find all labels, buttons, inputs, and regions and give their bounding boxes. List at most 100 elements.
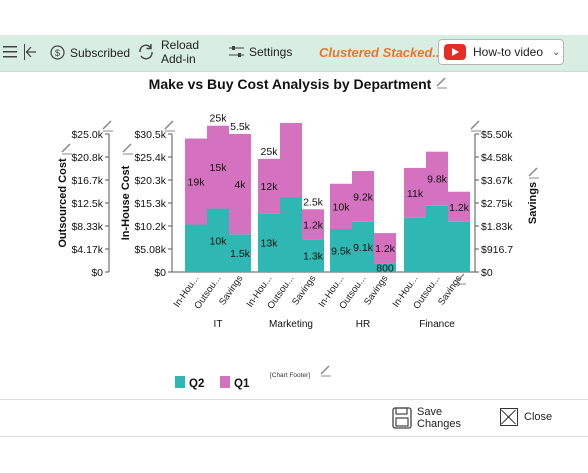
- bar-q1: [330, 183, 352, 230]
- outsourced-tick-label: $20.8k: [71, 152, 103, 164]
- bar-q1: [448, 191, 470, 222]
- data-label-q1: 4k: [234, 179, 246, 191]
- legend-swatch: [220, 376, 230, 388]
- chart-title: Make vs Buy Cost Analysis by Department: [149, 76, 432, 92]
- settings-sliders-icon: [229, 46, 244, 57]
- edit-inhouse-title-icon[interactable]: [122, 143, 132, 153]
- dollar-circle-icon: $: [50, 45, 65, 60]
- group-label: HR: [356, 319, 370, 330]
- close-button[interactable]: Close: [500, 408, 552, 426]
- savings-tick-label: $1.83k: [481, 221, 513, 233]
- data-label-q1: 1.2k: [303, 219, 324, 231]
- edit-x-axis-icon[interactable]: [455, 273, 465, 283]
- outsourced-tick-label: $0: [91, 267, 103, 279]
- data-label-q2: 800: [376, 263, 394, 275]
- back-arrow-icon[interactable]: [24, 44, 38, 60]
- edit-outsourced-title-icon[interactable]: [61, 143, 71, 153]
- data-label-q2: 9.1k: [353, 242, 374, 254]
- data-label-q1: 15k: [210, 162, 228, 174]
- outsourced-tick-label: $4.17k: [71, 244, 103, 256]
- edit-inhouse-axis-icon[interactable]: [164, 120, 174, 130]
- bar-q2: [374, 263, 396, 272]
- reload-label: Reload: [161, 38, 200, 52]
- bar-q1: [302, 209, 324, 240]
- toolbar: $ Subscribed Reload Add-in Settings Clus…: [0, 35, 588, 72]
- chart-type-name: Clustered Stacked...: [319, 45, 444, 60]
- data-label-q1: 12k: [261, 181, 279, 193]
- legend-swatch: [175, 376, 185, 388]
- bar-q2: [330, 229, 352, 272]
- bar-q1: [374, 233, 396, 264]
- save-changes-button[interactable]: Save Changes: [392, 406, 461, 430]
- savings-tick-label: $3.67k: [481, 175, 513, 187]
- reload-icon: [139, 44, 153, 60]
- subscribed-button[interactable]: $ Subscribed: [50, 45, 130, 60]
- total-label: 5.5k: [230, 121, 251, 133]
- inhouse-tick-label: $5.08k: [134, 244, 166, 256]
- savings-tick-label: $916.7: [481, 244, 513, 256]
- outsourced-tick-label: $16.7k: [71, 175, 103, 187]
- bar-q2: [280, 197, 302, 272]
- bar-q2: [426, 205, 448, 272]
- youtube-icon: [444, 44, 466, 60]
- legend-label: Q1: [234, 378, 250, 390]
- inhouse-axis-title: In-House Cost: [120, 165, 132, 240]
- data-label-q2: 9.5k: [331, 246, 352, 258]
- close-label: Close: [524, 411, 553, 423]
- bar-q2: [352, 221, 374, 272]
- howto-video-dropdown[interactable]: How-to video ⌄: [438, 39, 564, 65]
- bar-q2: [258, 213, 280, 272]
- data-label-q2: 1.3k: [303, 251, 324, 263]
- bar-q1: [280, 122, 302, 198]
- savings-tick-label: $0: [481, 267, 493, 279]
- outsourced-tick-label: $8.33k: [71, 221, 103, 233]
- chart-footer-text: [Chart Footer]: [270, 372, 310, 379]
- chevron-down-icon: ⌄: [552, 46, 561, 58]
- inhouse-tick-label: $10.2k: [134, 221, 166, 233]
- settings-button[interactable]: Settings: [229, 45, 292, 59]
- data-label-q1: 10k: [333, 201, 351, 213]
- savings-tick-label: $4.58k: [481, 152, 513, 164]
- legend-label: Q2: [189, 378, 204, 390]
- bar-q1: [404, 167, 426, 218]
- data-label-q1: 1.2k: [375, 243, 396, 255]
- edit-outsourced-axis-icon[interactable]: [102, 120, 112, 130]
- data-label-q1: 11k: [407, 188, 424, 200]
- bar-q1: [185, 138, 207, 225]
- data-label-q1: 19k: [188, 177, 206, 189]
- outsourced-tick-label: $12.5k: [71, 198, 103, 210]
- total-label: 25k: [261, 146, 279, 158]
- bar-q2: [207, 208, 229, 272]
- group-label: Marketing: [269, 319, 313, 330]
- chart: Make vs Buy Cost Analysis by Department $…: [57, 76, 539, 390]
- menu-icon[interactable]: [3, 45, 19, 59]
- edit-savings-title-icon[interactable]: [528, 167, 538, 177]
- save-label: Save: [417, 406, 443, 418]
- reload-addin-button[interactable]: Reload Add-in: [137, 38, 199, 66]
- bar-q2: [185, 224, 207, 272]
- bar-q2: [229, 234, 251, 272]
- edit-savings-axis-icon[interactable]: [470, 120, 480, 130]
- svg-text:$: $: [55, 48, 60, 58]
- bar-q2: [448, 221, 470, 272]
- inhouse-tick-label: $15.3k: [134, 198, 166, 210]
- inhouse-tick-label: $30.5k: [134, 129, 166, 141]
- inhouse-tick-label: $25.4k: [134, 152, 166, 164]
- outsourced-axis-title: Outsourced Cost: [57, 158, 69, 248]
- bar-q1: [258, 158, 280, 214]
- bar-q2: [302, 239, 324, 272]
- data-label-q2: 1.5k: [230, 248, 251, 260]
- save-disk-icon: [392, 407, 412, 429]
- data-label-q2: 13k: [261, 238, 279, 250]
- bar-q1: [229, 134, 251, 235]
- outsourced-tick-label: $25.0k: [71, 129, 103, 141]
- subscribed-label: Subscribed: [70, 45, 131, 60]
- settings-label: Settings: [249, 45, 293, 59]
- bar-q1: [207, 125, 229, 209]
- edit-footer-icon[interactable]: [320, 365, 330, 375]
- group-label: Finance: [419, 319, 455, 330]
- inhouse-tick-label: $20.3k: [134, 175, 166, 187]
- howto-video-label: How-to video: [473, 45, 544, 59]
- edit-title-icon[interactable]: [436, 77, 446, 87]
- inhouse-tick-label: $0: [154, 267, 166, 279]
